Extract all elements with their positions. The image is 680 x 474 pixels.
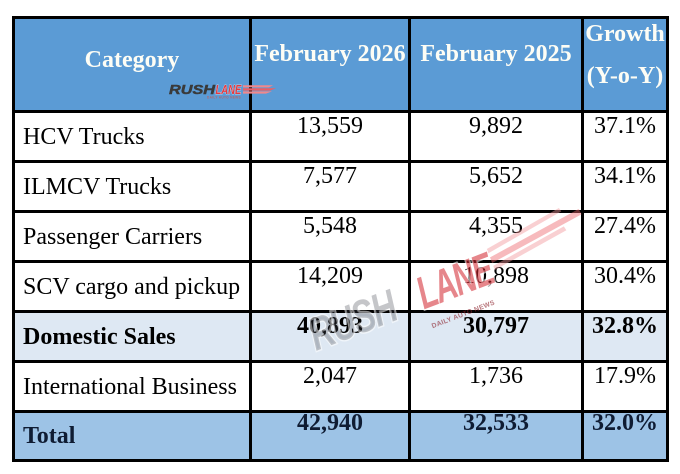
svg-text:RUSH: RUSH [169,84,216,98]
svg-text:DAILY AUTO NEWS: DAILY AUTO NEWS [207,95,241,99]
svg-text:LANE: LANE [216,84,242,98]
